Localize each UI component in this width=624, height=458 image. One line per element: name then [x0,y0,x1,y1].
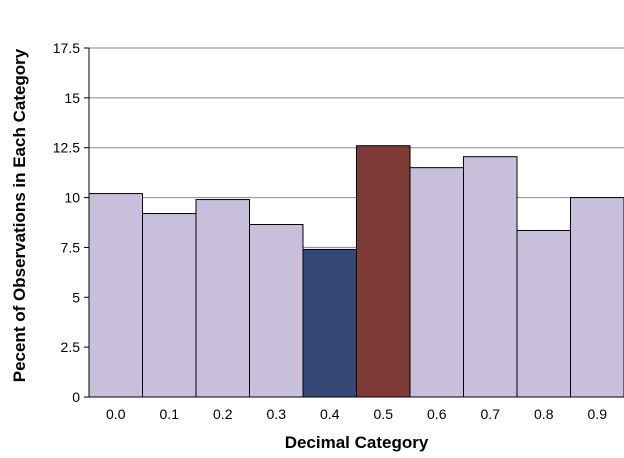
bar-0.6 [409,167,464,398]
x-tick-label: 0.4 [320,406,340,422]
x-tick-label: 0.2 [213,406,233,422]
y-tick-label: 12.5 [53,140,80,156]
x-tick-label: 0.9 [588,406,608,422]
x-tick-label: 0.5 [374,406,394,422]
axes [88,48,624,398]
x-tick-label: 0.0 [106,406,126,422]
y-tick-label: 15 [64,90,80,106]
x-tick-label: 0.8 [534,406,554,422]
y-tick-label: 10 [64,190,80,206]
bars [88,145,624,398]
y-tick-labels: 0 2.5 5 7.5 10 12.5 15 17.5 [53,40,89,405]
bar-0.4 [302,248,357,398]
bar-0.1 [142,213,197,398]
bar-0.3 [249,223,304,398]
x-tick-labels: 0.0 0.1 0.2 0.3 0.4 0.5 0.6 0.7 0.8 0.9 [106,406,607,422]
y-tick-label: 0 [72,389,80,405]
y-axis-title: Pecent of Observations in Each Category [10,48,29,382]
x-tick-label: 0.7 [481,406,501,422]
x-tick-label: 0.3 [267,406,287,422]
y-tick-label: 2.5 [61,339,81,355]
y-tick-label: 7.5 [61,239,81,255]
x-tick-label: 0.1 [160,406,180,422]
y-tick-label: 17.5 [53,40,80,56]
x-tick-label: 0.6 [427,406,447,422]
x-axis-title: Decimal Category [285,433,429,452]
bar-0.5 [356,145,411,398]
bar-0.7 [463,156,518,398]
y-tick-label: 5 [72,289,80,305]
bar-0.8 [516,229,571,398]
bar-0.2 [195,199,250,398]
bar-0.0 [88,193,143,398]
bar-0.9 [570,197,624,398]
